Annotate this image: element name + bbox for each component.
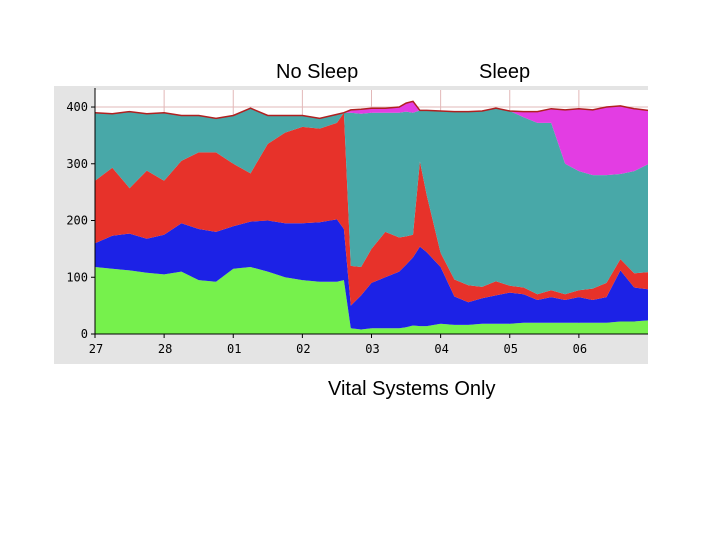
x-tick-labels: 27 28 01 02 03 04 05 06 bbox=[89, 334, 587, 356]
y-tick-label-400: 400 bbox=[66, 100, 88, 114]
area-series-teal bbox=[95, 108, 648, 295]
x-tick-label-06: 06 bbox=[573, 342, 587, 356]
x-tick-label-02: 02 bbox=[296, 342, 310, 356]
chart-svg: 0 100 200 300 400 27 28 01 02 03 04 05 06 bbox=[54, 86, 648, 364]
area-series-magenta bbox=[95, 101, 648, 176]
area-series-blue bbox=[95, 219, 648, 330]
x-tick-label-03: 03 bbox=[365, 342, 379, 356]
vital-systems-annotation: Vital Systems Only bbox=[328, 378, 496, 400]
sleep-annotation: Sleep bbox=[479, 61, 531, 83]
y-tick-label-100: 100 bbox=[66, 270, 88, 284]
y-tick-label-300: 300 bbox=[66, 157, 88, 171]
area-series-red bbox=[95, 112, 648, 306]
y-tick-labels: 0 100 200 300 400 bbox=[66, 100, 95, 341]
stacked-area-chart: 0 100 200 300 400 27 28 01 02 03 04 05 06 bbox=[54, 86, 648, 364]
area-series-group bbox=[94, 100, 648, 334]
y-tick-label-200: 200 bbox=[66, 214, 88, 228]
no-sleep-annotation: No Sleep bbox=[276, 61, 359, 83]
x-tick-label-04: 04 bbox=[434, 342, 448, 356]
y-tick-label-0: 0 bbox=[81, 327, 88, 341]
x-tick-label-28: 28 bbox=[158, 342, 172, 356]
area-series-green bbox=[95, 267, 648, 334]
x-tick-label-01: 01 bbox=[227, 342, 241, 356]
total-outline bbox=[94, 100, 648, 120]
x-tick-label-27: 27 bbox=[89, 342, 103, 356]
x-tick-label-05: 05 bbox=[504, 342, 518, 356]
